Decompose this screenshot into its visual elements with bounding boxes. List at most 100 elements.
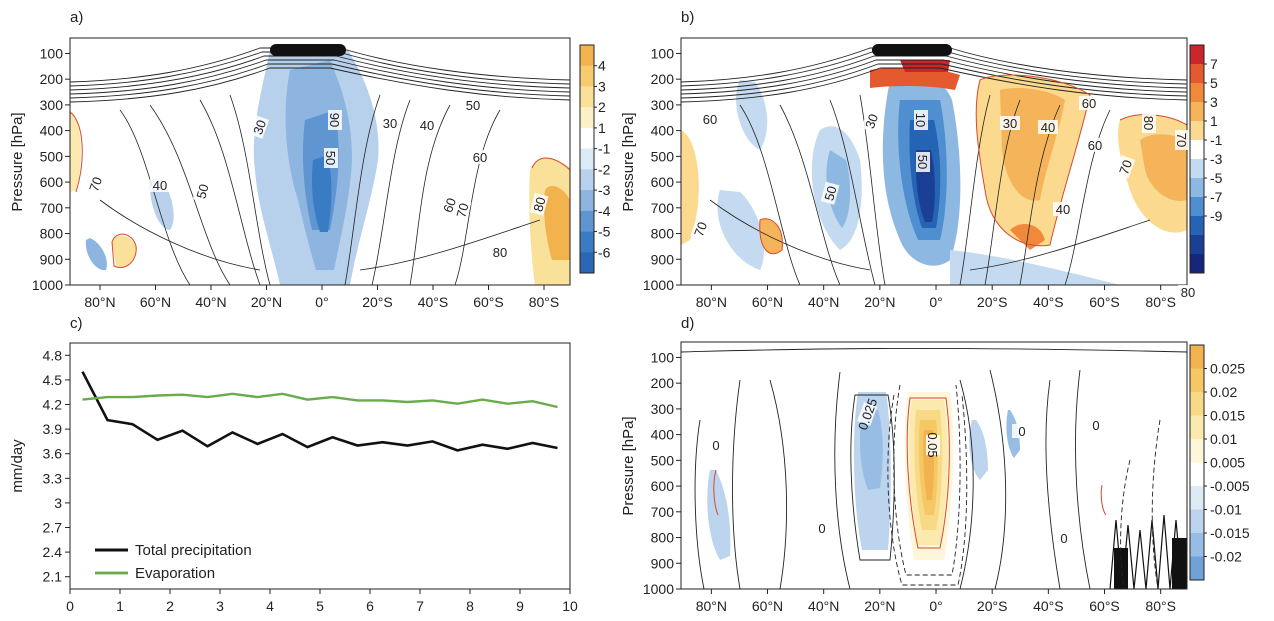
contour-label-bg (192, 179, 212, 203)
x-tick-label: 0° (929, 294, 942, 310)
colorbar-swatch (580, 65, 594, 87)
y-tick-label: 900 (40, 251, 64, 267)
colorbar-swatch (1190, 556, 1204, 581)
colorbar-label: -2 (598, 161, 611, 177)
colorbar-label: -0.015 (1210, 525, 1250, 541)
x-tick-label: 80°N (84, 294, 115, 310)
contour-label: 50 (323, 151, 338, 165)
colorbar-label: 7 (1210, 56, 1218, 72)
colorbar-swatch (580, 148, 594, 170)
colorbar-swatch (580, 127, 594, 149)
contour-label-bg (1175, 130, 1189, 150)
x-tick-label: 20°S (977, 294, 1008, 310)
colorbar-swatch (580, 45, 594, 67)
x-tick-label: 3 (216, 598, 224, 614)
contour-label: 0 (818, 521, 825, 536)
y-tick-label: 200 (40, 71, 64, 87)
y-tick-label: 500 (651, 452, 675, 468)
x-tick-label: 60°N (752, 294, 783, 310)
panel-d-label: d) (681, 315, 694, 332)
panel-d-x-axis: 80°N 60°N 40°N 20°N 0° 20°S 40°S 60°S 80°S (696, 589, 1176, 614)
panel-c-legend: Total precipitation Evaporation (95, 542, 252, 582)
panel-a: a) (9, 9, 611, 310)
panel-d-ylabel: Pressure [hPa] (620, 416, 637, 515)
y-tick-label: 2.4 (43, 544, 63, 560)
panel-b-frame (680, 37, 1188, 286)
panel-d-colorbar: 0.025 0.02 0.015 0.01 0.005 -0.005 -0.01 -0.015… (1189, 344, 1250, 581)
colorbar-label: 0.015 (1210, 408, 1245, 424)
contour-label-bg (529, 192, 549, 216)
y-tick-label: 3.3 (43, 470, 63, 486)
contour-label-bg (463, 98, 483, 112)
contour-label: 80 (530, 195, 548, 213)
contour-label: 0 (1060, 531, 1067, 546)
x-tick-label: 80°S (1145, 598, 1176, 614)
colorbar-swatch (580, 210, 594, 232)
legend-label: Total precipitation (135, 542, 252, 559)
colorbar-swatch (580, 190, 594, 212)
contour-label-bg (85, 172, 106, 196)
y-tick-label: 600 (40, 174, 64, 190)
colorbar-swatch (580, 86, 594, 108)
x-tick-label: 40°N (808, 294, 839, 310)
contour-label-bg (439, 193, 460, 217)
contour-label-bg (914, 110, 928, 130)
panel-b-y-axis: 100 200 300 400 500 600 700 800 900 1000 (643, 45, 681, 293)
contour-label: 40 (1056, 202, 1070, 217)
panel-d-frame (680, 341, 1188, 590)
colorbar-swatch (1190, 462, 1204, 487)
colorbar-label: -0.02 (1210, 549, 1242, 565)
y-tick-label: 400 (651, 427, 675, 443)
contour-label: 70 (691, 220, 710, 239)
x-tick-label: 80°N (696, 598, 727, 614)
contour-label-bg (324, 148, 338, 168)
x-tick-label: 80°S (1145, 294, 1176, 310)
y-tick-label: 1000 (643, 581, 674, 597)
contour-label: 70 (86, 175, 105, 194)
y-tick-label: 500 (651, 148, 675, 164)
panel-c-series (81, 371, 558, 452)
contour-label-bg (857, 402, 878, 426)
contour-label-bg (1178, 285, 1198, 299)
y-tick-label: 1000 (32, 277, 63, 293)
y-tick-label: 500 (40, 148, 64, 164)
contour-label: 80 (1181, 285, 1195, 300)
colorbar-label: 0.01 (1210, 431, 1237, 447)
colorbar-label: 0.02 (1210, 384, 1237, 400)
contour-label-bg (1086, 418, 1106, 432)
x-tick-label: 20°N (251, 294, 282, 310)
x-tick-label: 40°N (195, 294, 226, 310)
y-tick-label: 700 (651, 200, 675, 216)
x-tick-label: 20°N (864, 294, 895, 310)
x-tick-label: 0° (315, 294, 328, 310)
contour-label: 80 (1141, 116, 1156, 130)
x-tick-label: 40°S (1033, 294, 1064, 310)
panel-b-ylabel: Pressure [hPa] (620, 112, 637, 211)
y-tick-label: 1000 (643, 277, 674, 293)
contour-label-bg (380, 116, 400, 130)
contour-label: 30 (862, 112, 881, 131)
contour-label: 50 (915, 155, 930, 169)
panel-c-y-axis: 2.1 2.4 2.7 3 3.3 3.6 3.9 4.2 4.5 4.8 (43, 347, 70, 585)
colorbar-label: 3 (598, 78, 606, 94)
contour-label-bg (700, 112, 720, 126)
colorbar-label: -1 (1210, 132, 1223, 148)
contour-label-bg (328, 110, 342, 130)
x-tick-label: 60°S (473, 294, 504, 310)
y-tick-label: 100 (40, 45, 64, 61)
x-tick-label: 20°S (362, 294, 393, 310)
colorbar-frame (579, 44, 595, 274)
y-tick-label: 4.8 (43, 347, 63, 363)
colorbar-swatch (1190, 235, 1204, 255)
x-tick-label: 8 (466, 598, 474, 614)
colorbar-label: 3 (1210, 94, 1218, 110)
colorbar-label: 1 (1210, 113, 1218, 129)
colorbar-label: -5 (1210, 170, 1223, 186)
colorbar-swatch (1190, 368, 1204, 393)
colorbar-swatch (580, 231, 594, 253)
contour-label-bg (861, 109, 882, 133)
panel-a-frame (69, 37, 571, 286)
x-tick-label: 60°S (1089, 598, 1120, 614)
x-tick-label: 4 (266, 598, 274, 614)
